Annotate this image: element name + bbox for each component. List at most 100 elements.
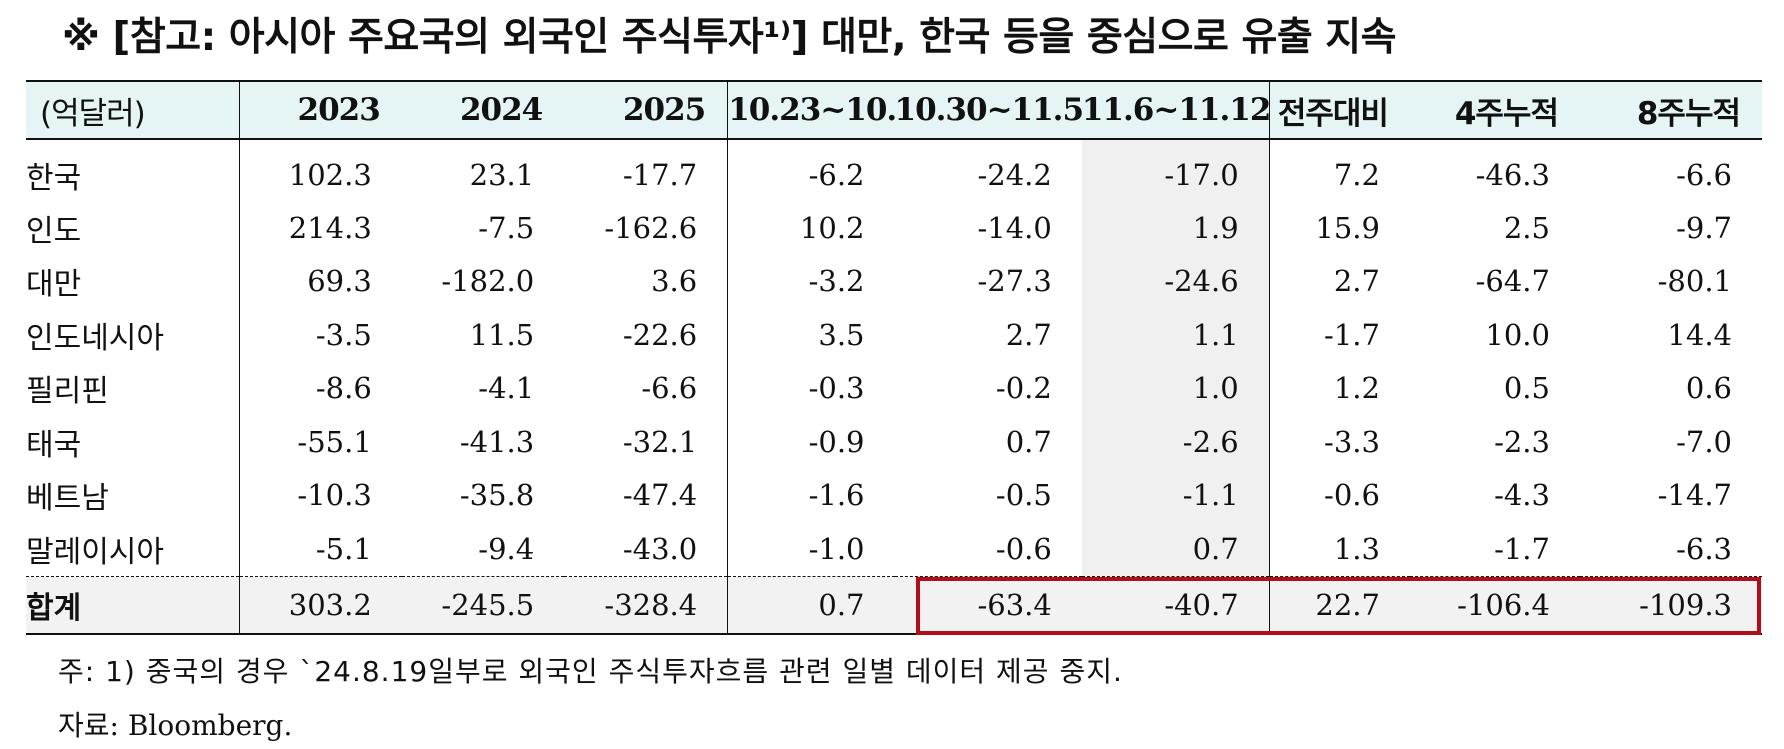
col-header: 8주누적 xyxy=(1579,80,1762,140)
cell: 0.6 xyxy=(1685,371,1732,406)
cell: -43.0 xyxy=(622,531,698,566)
country-name: 태국 xyxy=(26,427,82,463)
cell: -3.2 xyxy=(727,254,895,308)
total-row: 합계 303.2 -245.5 -328.4 0.7 -63.4 -40.7 2… xyxy=(26,575,1762,635)
cell: -328.4 xyxy=(564,575,728,635)
cell: -24.2 xyxy=(977,157,1052,192)
cell: 1.9 xyxy=(1081,201,1270,255)
table-row: 말레이시아 -5.1 -9.4 -43.0 -1.0 -0.6 0.7 1.3 … xyxy=(26,522,1762,576)
cell: 15.9 xyxy=(1268,201,1410,255)
cell: 0.5 xyxy=(1503,371,1550,406)
cell: -1.7 xyxy=(1268,308,1410,362)
country-name: 베트남 xyxy=(26,481,109,517)
cell: 303.2 xyxy=(238,575,402,635)
table-row: 베트남 -10.3 -35.8 -47.4 -1.6 -0.5 -1.1 -0.… xyxy=(26,468,1762,522)
cell: 1.1 xyxy=(1081,308,1270,362)
cell: 3.5 xyxy=(727,308,895,362)
source-note: 자료: Bloomberg. xyxy=(58,709,293,742)
cell: -0.3 xyxy=(727,361,895,415)
cell: 10.2 xyxy=(727,201,895,255)
cell: -7.0 xyxy=(1676,424,1732,459)
cell: -9.7 xyxy=(1676,210,1732,245)
cell: -17.0 xyxy=(1081,139,1270,201)
unit-label: (억달러) xyxy=(26,80,240,140)
country-name: 필리핀 xyxy=(26,374,109,410)
cell: 11.5 xyxy=(469,317,535,352)
cell: -6.6 xyxy=(1676,157,1732,192)
cell: 2.7 xyxy=(1005,317,1052,352)
cell: -55.1 xyxy=(238,415,402,469)
cell: -4.3 xyxy=(1494,478,1550,513)
cell: -14.0 xyxy=(977,210,1052,245)
cell: 3.6 xyxy=(651,264,698,299)
table-row: 인도 214.3 -7.5 -162.6 10.2 -14.0 1.9 15.9… xyxy=(26,201,1762,255)
cell: 69.3 xyxy=(238,254,402,308)
cell: -46.3 xyxy=(1475,157,1550,192)
col-header: 전주대비 xyxy=(1268,80,1410,140)
highlight-box xyxy=(916,577,1761,635)
cell: -17.7 xyxy=(622,157,698,192)
country-name: 말레이시아 xyxy=(26,534,164,570)
table-row: 대만 69.3 -182.0 3.6 -3.2 -27.3 -24.6 2.7 … xyxy=(26,254,1762,308)
cell: -80.1 xyxy=(1657,264,1732,299)
cell: -0.6 xyxy=(995,531,1052,566)
cell: -1.0 xyxy=(727,522,895,576)
cell: -27.3 xyxy=(977,264,1052,299)
footnote: 주: 1) 중국의 경우 `24.8.19일부로 외국인 주식투자흐름 관련 일… xyxy=(58,655,1123,688)
cell: 0.7 xyxy=(727,575,895,635)
col-header: 2023 xyxy=(238,80,402,140)
cell: -5.1 xyxy=(238,522,402,576)
cell: -63.4 xyxy=(894,575,1082,635)
cell: 2.5 xyxy=(1503,210,1550,245)
cell: -6.3 xyxy=(1676,531,1732,566)
cell: -1.1 xyxy=(1081,468,1270,522)
country-name: 한국 xyxy=(26,160,82,196)
cell: -7.5 xyxy=(478,210,535,245)
col-header: 11.6~11.12 xyxy=(1081,80,1270,140)
cell: 23.1 xyxy=(469,157,535,192)
cell: -24.6 xyxy=(1081,254,1270,308)
cell: -6.2 xyxy=(727,139,895,201)
cell: -64.7 xyxy=(1475,264,1550,299)
cell: -109.3 xyxy=(1579,575,1762,635)
cell: 0.7 xyxy=(1005,424,1052,459)
cell: -35.8 xyxy=(459,478,535,513)
cell: 214.3 xyxy=(238,201,402,255)
cell: -40.7 xyxy=(1081,575,1270,635)
table-row: 태국 -55.1 -41.3 -32.1 -0.9 0.7 -2.6 -3.3 … xyxy=(26,415,1762,469)
cell: 7.2 xyxy=(1268,139,1410,201)
cell: -3.3 xyxy=(1268,415,1410,469)
col-header: 10.23~10.29 xyxy=(727,80,895,140)
country-name: 대만 xyxy=(26,267,82,303)
cell: -2.3 xyxy=(1494,424,1550,459)
table-row: 필리핀 -8.6 -4.1 -6.6 -0.3 -0.2 1.0 1.2 0.5… xyxy=(26,361,1762,415)
cell: -6.6 xyxy=(641,371,698,406)
cell: -14.7 xyxy=(1657,478,1732,513)
foreign-equity-flow-table: (억달러) 2023 2024 2025 10.23~10.29 10.30~1… xyxy=(26,80,1762,635)
col-header: 2025 xyxy=(564,80,728,140)
cell: 14.4 xyxy=(1667,317,1732,352)
total-label: 합계 xyxy=(26,575,240,635)
cell: -0.6 xyxy=(1268,468,1410,522)
country-name: 인도네시아 xyxy=(26,320,164,356)
cell: -22.6 xyxy=(622,317,698,352)
cell: -1.7 xyxy=(1494,531,1550,566)
col-header: 4주누적 xyxy=(1409,80,1580,140)
table-row: 인도네시아 -3.5 11.5 -22.6 3.5 2.7 1.1 -1.7 1… xyxy=(26,308,1762,362)
cell: -182.0 xyxy=(441,264,535,299)
cell: 2.7 xyxy=(1268,254,1410,308)
cell: -162.6 xyxy=(604,210,698,245)
country-name: 인도 xyxy=(26,213,82,249)
col-header: 10.30~11.5 xyxy=(894,80,1082,140)
cell: -2.6 xyxy=(1081,415,1270,469)
cell: -8.6 xyxy=(238,361,402,415)
cell: 1.3 xyxy=(1268,522,1410,576)
cell: -9.4 xyxy=(478,531,535,566)
cell: -47.4 xyxy=(622,478,698,513)
cell: -1.6 xyxy=(727,468,895,522)
cell: -32.1 xyxy=(622,424,698,459)
cell: -245.5 xyxy=(401,575,565,635)
cell: -0.9 xyxy=(727,415,895,469)
cell: -0.5 xyxy=(995,478,1052,513)
page-title: ※ [참고: 아시아 주요국의 외국인 주식투자¹⁾] 대만, 한국 등을 중심… xyxy=(62,15,1397,60)
